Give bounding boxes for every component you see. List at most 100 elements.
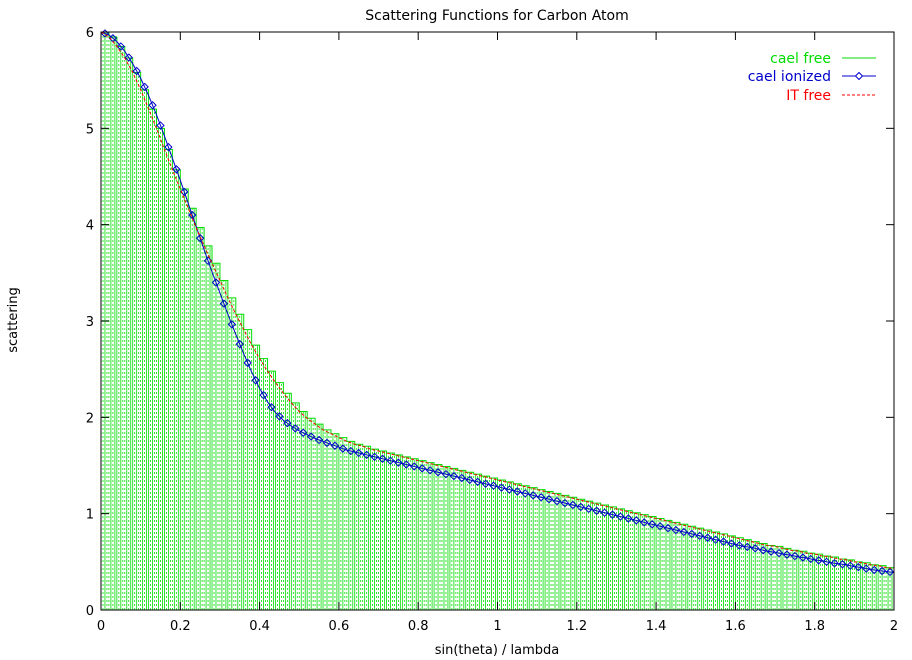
legend-label: IT free bbox=[786, 88, 831, 104]
diamond-marker bbox=[402, 460, 411, 469]
diamond-marker bbox=[330, 441, 340, 450]
x-axis-label: sin(theta) / lambda bbox=[435, 643, 560, 658]
diamond-marker bbox=[378, 454, 387, 463]
diamond-marker bbox=[885, 567, 895, 577]
diamond-marker bbox=[560, 498, 570, 508]
diamond-marker bbox=[457, 473, 467, 483]
diamond-marker bbox=[164, 142, 173, 152]
diamond-marker bbox=[608, 510, 617, 519]
diamond-marker bbox=[441, 469, 451, 479]
series-cael-ionized-line bbox=[100, 31, 895, 573]
diamond-marker bbox=[386, 456, 395, 465]
diamond-marker bbox=[774, 548, 784, 558]
axis-ticks: 0 0.2 0.4 0.6 0.8 1 1.2 1.4 1.6 1.8 2 0 1 2 3 4 5 6 bbox=[86, 26, 898, 634]
diamond-marker bbox=[624, 514, 633, 523]
y-tick-label: 6 bbox=[86, 26, 94, 41]
diamond-marker bbox=[584, 504, 593, 514]
diamond-marker bbox=[489, 481, 498, 490]
diamond-marker bbox=[346, 446, 356, 456]
diamond-marker bbox=[806, 554, 815, 564]
diamond-marker bbox=[180, 187, 189, 197]
diamond-marker bbox=[862, 564, 871, 573]
diamond-marker bbox=[481, 479, 490, 489]
diamond-marker bbox=[148, 101, 157, 110]
diamond-marker bbox=[283, 418, 292, 428]
diamond-marker bbox=[751, 544, 760, 553]
y-axis-label: scattering bbox=[6, 287, 21, 353]
diamond-marker bbox=[727, 539, 736, 548]
diamond-marker bbox=[338, 444, 348, 453]
diamond-marker bbox=[124, 53, 133, 62]
diamond-marker bbox=[639, 518, 649, 527]
x-tick-label: 1.4 bbox=[646, 619, 667, 634]
diamond-marker bbox=[362, 450, 371, 460]
diamond-marker bbox=[663, 523, 673, 533]
x-tick-label: 0.4 bbox=[249, 619, 270, 634]
diamond-marker bbox=[743, 542, 752, 552]
diamond-marker bbox=[719, 537, 728, 546]
diamond-marker bbox=[703, 533, 712, 542]
diamond-marker bbox=[632, 516, 641, 525]
diamond-marker bbox=[417, 464, 427, 473]
diamond-marker bbox=[711, 535, 720, 544]
diamond-marker bbox=[267, 403, 276, 412]
y-tick-label: 2 bbox=[86, 411, 94, 426]
diamond-marker bbox=[822, 557, 831, 567]
diamond-marker bbox=[299, 428, 308, 437]
diamond-marker bbox=[528, 491, 538, 500]
diamond-marker bbox=[854, 562, 863, 572]
diamond-marker bbox=[116, 42, 126, 51]
series-it-free-line bbox=[100, 31, 895, 570]
diamond-marker bbox=[275, 412, 284, 421]
diamond-marker bbox=[156, 121, 165, 130]
diamond-marker bbox=[172, 165, 181, 174]
y-tick-label: 3 bbox=[86, 315, 94, 330]
x-tick-label: 0.6 bbox=[329, 619, 350, 634]
diamond-marker bbox=[433, 468, 443, 477]
diamond-marker bbox=[679, 527, 689, 537]
legend-label: cael free bbox=[770, 51, 831, 67]
legend-label: cael ionized bbox=[748, 69, 831, 85]
diamond-marker bbox=[814, 556, 823, 565]
diamond-marker bbox=[465, 475, 474, 485]
diamond-marker bbox=[552, 496, 562, 506]
diamond-marker bbox=[766, 547, 776, 556]
x-tick-label: 1 bbox=[493, 619, 501, 634]
diamond-marker bbox=[790, 551, 800, 561]
diamond-marker bbox=[505, 485, 514, 494]
diamond-marker bbox=[616, 512, 625, 521]
diamond-marker bbox=[846, 561, 855, 570]
diamond-marker bbox=[425, 466, 435, 475]
y-tick-label: 5 bbox=[86, 122, 94, 137]
diamond-marker bbox=[291, 424, 300, 433]
diamond-marker bbox=[600, 508, 609, 517]
diamond-marker bbox=[251, 376, 260, 385]
diamond-marker bbox=[235, 339, 244, 349]
diamond-marker bbox=[132, 66, 141, 76]
diamond-marker bbox=[410, 462, 419, 471]
diamond-marker bbox=[838, 560, 847, 569]
series-layer bbox=[100, 29, 895, 577]
diamond-marker bbox=[394, 458, 403, 467]
diamond-marker bbox=[243, 358, 252, 368]
diamond-marker bbox=[211, 278, 221, 287]
diamond-marker bbox=[354, 448, 363, 458]
x-tick-label: 0.8 bbox=[408, 619, 429, 634]
diamond-marker bbox=[370, 452, 379, 462]
diamond-marker bbox=[203, 256, 213, 265]
y-tick-label: 4 bbox=[86, 219, 94, 234]
x-tick-label: 0 bbox=[97, 619, 105, 634]
diamond-marker bbox=[592, 506, 601, 515]
diamond-marker bbox=[830, 559, 839, 568]
diamond-marker bbox=[536, 493, 546, 502]
diamond-marker bbox=[655, 521, 665, 531]
x-tick-label: 1.2 bbox=[566, 619, 587, 634]
diamond-marker bbox=[798, 553, 808, 562]
x-tick-label: 1.6 bbox=[725, 619, 746, 634]
impulse-layer bbox=[100, 32, 893, 610]
legend: cael free cael ionized IT free bbox=[748, 51, 876, 104]
x-tick-label: 1.8 bbox=[804, 619, 825, 634]
diamond-marker bbox=[544, 495, 554, 504]
diamond-marker bbox=[687, 529, 696, 539]
